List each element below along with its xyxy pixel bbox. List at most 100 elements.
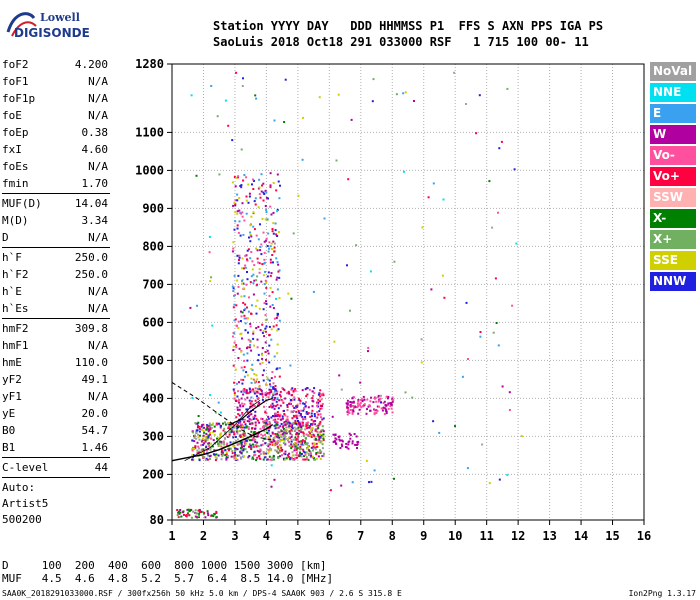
echo-point [232,441,235,444]
echo-point [227,448,229,450]
echo-point [309,451,312,454]
echo-point [243,219,246,222]
echo-point [269,261,272,264]
echo-point [241,382,244,385]
echo-point [248,236,250,239]
echo-point [250,389,253,392]
echo-point [259,453,262,455]
echo-point [302,450,305,453]
echo-point [481,443,484,446]
echo-point [206,439,209,442]
param-label: foEs [2,160,29,173]
echo-point [272,240,275,243]
echo-point [303,455,305,458]
echo-point [241,426,244,429]
echo-point [288,441,290,443]
echo-point [250,413,253,416]
echo-point [279,439,282,442]
param-value: 14.04 [74,197,108,210]
echo-point [283,428,285,430]
echo-point [256,338,259,341]
echo-point [192,431,194,434]
echo-point [275,413,277,416]
echo-point [279,404,282,407]
echo-point [274,449,277,452]
echo-point [221,451,224,454]
echo-point [176,509,179,511]
echo-point [263,251,266,254]
echo-point [310,446,313,449]
echo-point [215,516,218,519]
echo-point [244,264,247,267]
echo-point [268,439,271,442]
echo-point [346,399,349,402]
echo-point [199,434,201,437]
echo-point [314,429,317,432]
x-tick-label: 8 [389,529,396,543]
echo-point [237,413,240,416]
echo-point [258,386,261,389]
echo-point [236,227,239,230]
echo-point [317,398,320,401]
echo-point [249,322,252,325]
echo-point [271,459,274,462]
param-label: h`F2 [2,268,29,281]
echo-point [297,410,300,412]
echo-point [266,376,269,379]
echo-point [272,386,275,389]
echo-point [281,417,284,420]
echo-point [256,299,259,302]
param-label: h`F [2,251,22,264]
echo-point [249,339,252,342]
echo-point [212,515,215,518]
echo-point [308,431,311,433]
echo-point [268,379,271,382]
echo-point [286,392,289,395]
echo-point [241,267,243,270]
echo-point [224,449,227,451]
echo-point [234,368,237,371]
echo-point [249,390,252,393]
echo-point [236,199,239,202]
echo-point [263,261,266,264]
echo-point [240,186,243,189]
echo-point [252,443,254,446]
echo-point [285,432,288,435]
param-label: B1 [2,441,16,454]
echo-point [240,184,243,187]
echo-point [179,511,182,514]
echo-point [361,400,364,403]
echo-point [257,381,260,383]
echo-point [273,439,276,442]
echo-point [304,440,307,443]
echo-point [289,423,292,426]
echo-point [259,246,262,248]
echo-point [201,424,204,427]
echo-point [196,422,199,425]
echo-point [270,449,273,452]
echo-point [273,478,276,481]
echo-point [233,397,236,400]
echo-point [392,399,395,402]
echo-point [202,513,205,516]
echo-point [253,200,256,203]
echo-point [308,388,311,391]
echo-point [206,512,209,515]
echo-point [286,438,289,440]
echo-point [291,417,294,420]
echo-point [375,409,378,412]
echo-point [351,397,354,400]
echo-point [243,440,246,443]
echo-point [244,307,247,310]
echo-point [237,285,240,288]
echo-point [349,403,352,406]
legend-item-e: E [650,104,696,123]
echo-point [264,314,267,317]
echo-point [266,448,269,451]
echo-point [247,310,250,313]
plot-frame [171,63,645,521]
echo-point [248,455,251,457]
echo-point [373,469,376,472]
echo-point [233,389,235,392]
echo-point [237,454,240,457]
